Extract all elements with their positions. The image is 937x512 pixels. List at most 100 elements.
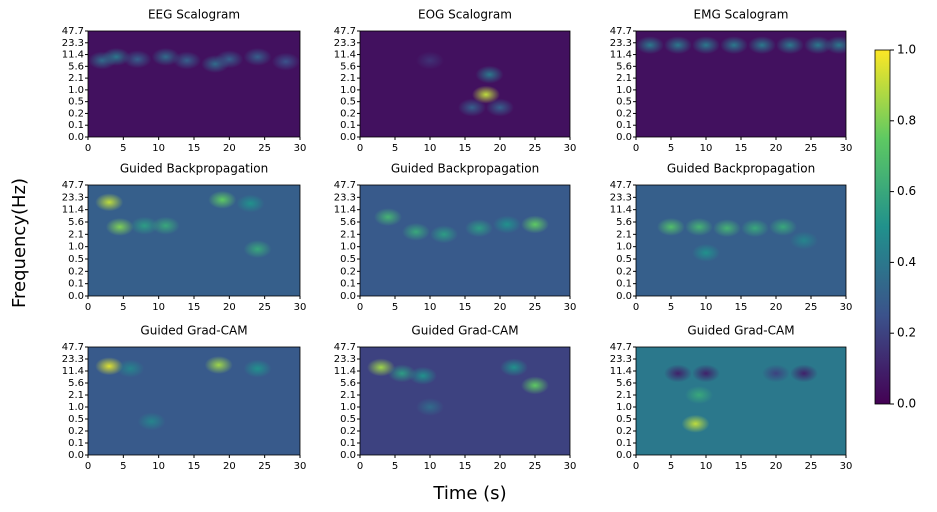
y-tick-label: 1.0 <box>68 85 84 96</box>
x-tick-label: 0 <box>85 302 91 313</box>
heatmap-blob <box>243 47 272 66</box>
heatmap-blob <box>692 364 720 383</box>
heatmap <box>88 47 300 73</box>
x-tick-label: 25 <box>258 143 271 154</box>
y-tick-label: 0.1 <box>68 120 84 131</box>
y-tick-label: 11.4 <box>62 366 84 377</box>
x-tick-label: 30 <box>564 302 577 313</box>
heatmap-blob <box>215 50 244 69</box>
y-tick-label: 0.0 <box>68 291 84 302</box>
y-tick-label: 0.0 <box>616 132 632 143</box>
y-tick-label: 47.7 <box>62 26 84 37</box>
x-tick-label: 20 <box>770 143 783 154</box>
y-tick-label: 0.2 <box>616 266 632 277</box>
heatmap-blob <box>720 36 748 55</box>
y-tick-label: 2.1 <box>340 229 356 240</box>
heatmap-blob <box>472 85 500 104</box>
x-tick-label: 5 <box>392 302 398 313</box>
heatmap-blob <box>657 217 685 236</box>
heatmap-blob <box>102 47 131 66</box>
x-tick-label: 25 <box>805 302 818 313</box>
x-tick-label: 25 <box>805 143 818 154</box>
heatmap-blob <box>692 36 720 55</box>
x-tick-label: 15 <box>188 461 201 472</box>
heatmap-blob <box>475 65 504 84</box>
heatmap <box>657 217 818 262</box>
x-tick-label: 0 <box>357 143 363 154</box>
heatmap-blob <box>521 376 549 395</box>
x-tick-label: 0 <box>357 302 363 313</box>
y-tick-label: 2.1 <box>68 229 84 240</box>
x-tick-label: 10 <box>424 461 437 472</box>
y-tick-label: 0.0 <box>340 291 356 302</box>
x-tick-label: 20 <box>223 461 236 472</box>
heatmap-blob <box>500 358 528 377</box>
heatmap-blob <box>130 216 159 235</box>
heatmap-blob <box>521 215 549 234</box>
y-tick-label: 47.7 <box>610 180 632 191</box>
heatmap-base <box>360 347 570 455</box>
heatmap-blob <box>116 359 145 378</box>
heatmap-blob <box>741 219 769 238</box>
x-tick-label: 25 <box>805 461 818 472</box>
y-tick-label: 0.2 <box>340 108 356 119</box>
y-tick-label: 0.2 <box>616 108 632 119</box>
heatmap-blob <box>636 36 664 55</box>
heatmap-blob <box>137 412 166 431</box>
y-tick-label: 1.0 <box>340 242 356 253</box>
y-tick-label: 11.4 <box>62 50 84 61</box>
x-tick-label: 30 <box>564 143 577 154</box>
heatmap-base <box>360 31 570 137</box>
y-tick-label: 1.0 <box>616 242 632 253</box>
y-tick-label: 0.1 <box>340 120 356 131</box>
y-tick-label: 0.2 <box>68 108 84 119</box>
heatmap-blob <box>208 190 237 209</box>
y-tick-label: 0.5 <box>340 97 356 108</box>
x-tick-label: 10 <box>152 302 165 313</box>
x-tick-label: 30 <box>840 143 853 154</box>
heatmap-blob <box>204 356 233 374</box>
y-tick-label: 5.6 <box>68 61 84 72</box>
heatmap <box>374 208 549 244</box>
y-tick-label: 1.0 <box>68 402 84 413</box>
colorbar-tick-label: 1.0 <box>897 43 916 57</box>
heatmap-blob <box>151 47 180 66</box>
x-tick-label: 0 <box>85 143 91 154</box>
x-tick-label: 15 <box>459 143 472 154</box>
y-tick-label: 0.1 <box>616 438 632 449</box>
y-tick-label: 0.1 <box>340 279 356 290</box>
heatmap-blob <box>681 414 710 433</box>
heatmap-blob <box>388 364 416 383</box>
x-tick-label: 15 <box>188 143 201 154</box>
y-tick-label: 11.4 <box>610 366 632 377</box>
heatmap-blob <box>367 358 395 377</box>
colorbar-tick-label: 0.6 <box>897 184 916 198</box>
x-tick-label: 10 <box>700 461 713 472</box>
heatmap-blob <box>416 51 444 70</box>
heatmap <box>95 190 272 259</box>
x-tick-label: 25 <box>529 143 542 154</box>
x-tick-label: 5 <box>392 461 398 472</box>
y-tick-label: 0.2 <box>340 426 356 437</box>
x-tick-label: 0 <box>633 143 639 154</box>
heatmap-blob <box>123 50 152 69</box>
heatmap-blob <box>374 208 402 227</box>
heatmap-blob <box>664 36 692 55</box>
panel-title: Guided Grad-CAM <box>687 324 794 338</box>
x-tick-label: 0 <box>85 461 91 472</box>
x-tick-label: 15 <box>735 143 748 154</box>
heatmap-blob <box>409 366 437 385</box>
heatmap-blob <box>790 364 818 383</box>
y-tick-label: 5.6 <box>616 217 632 228</box>
heatmap-blob <box>685 217 713 236</box>
y-tick-label: 0.2 <box>616 426 632 437</box>
x-tick-label: 30 <box>840 461 853 472</box>
x-tick-label: 20 <box>494 461 507 472</box>
y-tick-label: 0.2 <box>68 426 84 437</box>
y-tick-label: 47.7 <box>62 342 84 353</box>
heatmap-base <box>88 185 300 296</box>
heatmap-blob <box>493 215 521 234</box>
y-tick-label: 0.5 <box>68 97 84 108</box>
